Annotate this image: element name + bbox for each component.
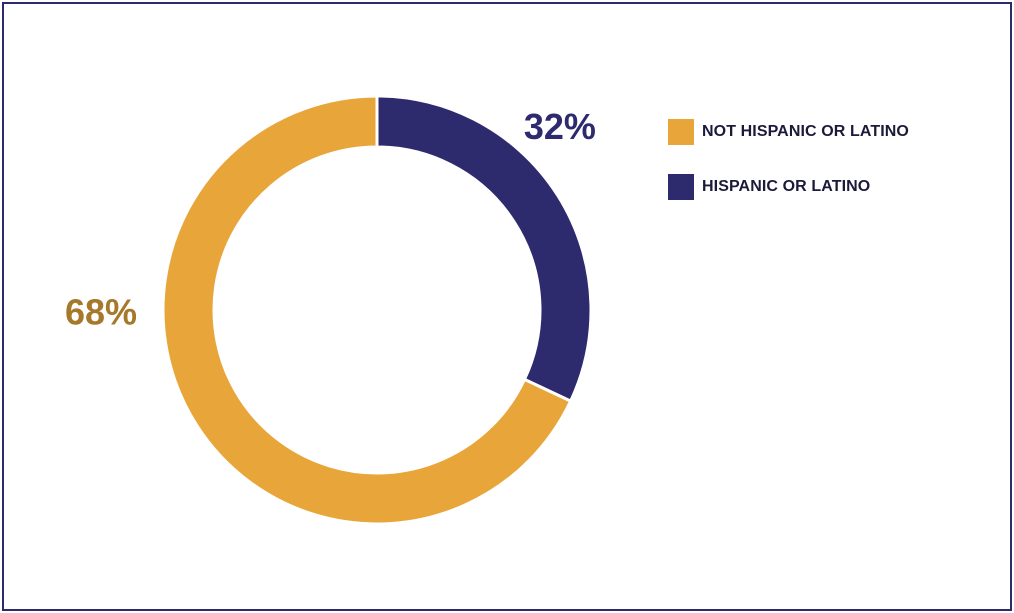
legend-label-hispanic: HISPANIC OR LATINO bbox=[702, 178, 871, 195]
legend-label-not-hispanic: NOT HISPANIC OR LATINO bbox=[702, 123, 909, 140]
donut-slices bbox=[161, 94, 593, 526]
legend-swatch-hispanic bbox=[668, 174, 694, 200]
donut-value-labels: 32% 68% bbox=[65, 106, 596, 332]
donut-slice-hispanic-or-latino bbox=[375, 94, 593, 404]
chart-legend: NOT HISPANIC OR LATINO HISPANIC OR LATIN… bbox=[668, 118, 909, 228]
value-label-not-hispanic-or-latino: 68% bbox=[65, 291, 137, 332]
legend-item-not-hispanic: NOT HISPANIC OR LATINO bbox=[668, 118, 909, 146]
donut-slice-not-hispanic-or-latino bbox=[161, 94, 573, 526]
value-label-hispanic-or-latino: 32% bbox=[524, 106, 596, 147]
legend-swatch-not-hispanic bbox=[668, 119, 694, 145]
legend-item-hispanic: HISPANIC OR LATINO bbox=[668, 173, 909, 201]
